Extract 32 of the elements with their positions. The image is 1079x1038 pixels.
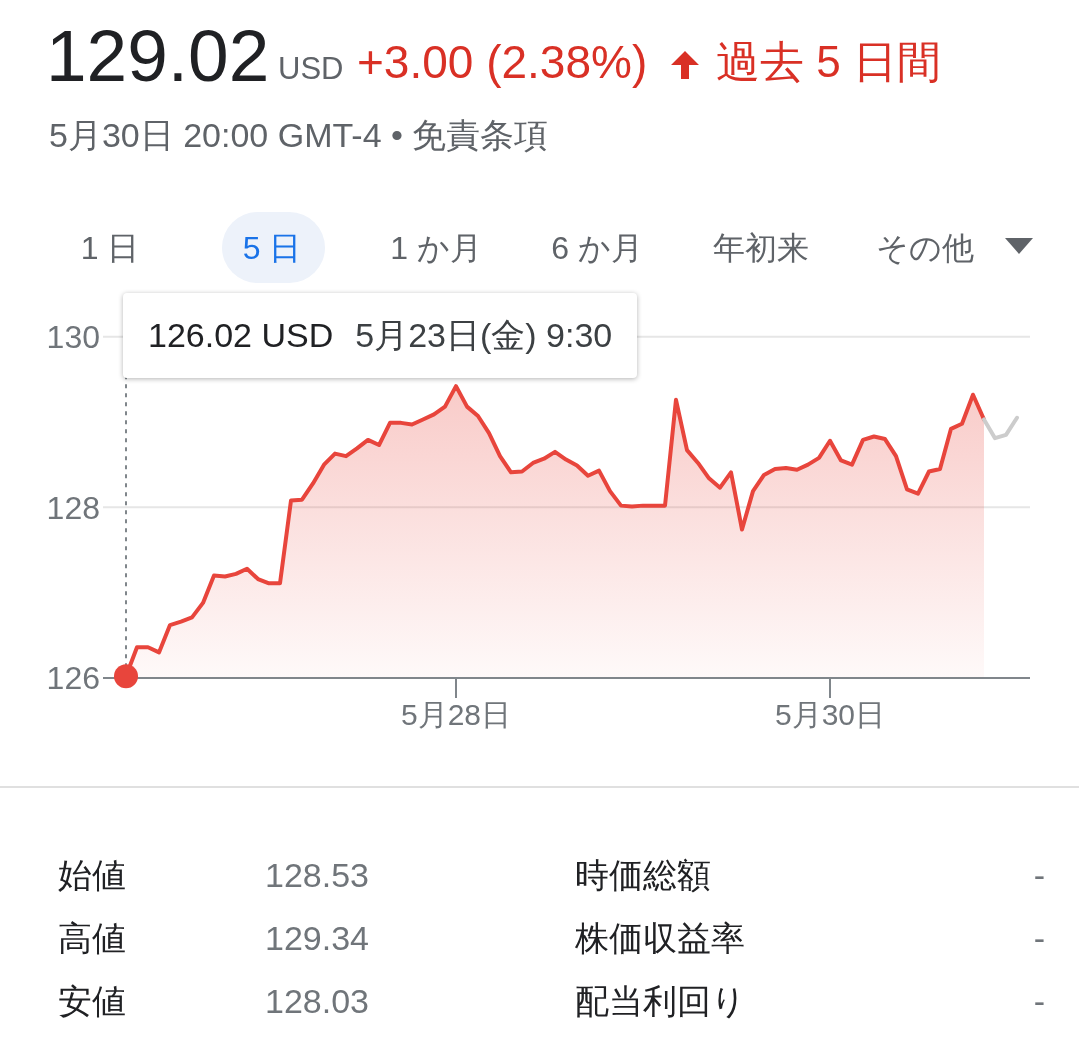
tooltip-box: 126.02 USD 5月23日(金) 9:30 (123, 293, 638, 378)
annotation: 126.02 USD (148, 316, 334, 355)
text: 年初来 (713, 230, 809, 266)
text: 高値 (58, 919, 126, 957)
text: - (1033, 919, 1045, 957)
text: 6 か月 (551, 230, 643, 266)
text: 過去 5 日間 (716, 37, 941, 86)
text: 5 日 (242, 230, 302, 266)
text: - (1033, 982, 1045, 1020)
text: 時価総額 (575, 856, 711, 894)
text: その他 (876, 230, 974, 266)
text: 1 か月 (390, 230, 482, 266)
text: 128.03 (265, 982, 369, 1020)
chart-title: 129.02 (46, 14, 270, 96)
x-tick-label: 5月28日 (400, 698, 512, 732)
annotation: 5月23日(金) 9:30 (355, 314, 613, 356)
text: - (1033, 856, 1045, 894)
text: 株価収益率 (575, 919, 745, 957)
text: 始値 (58, 856, 126, 894)
chart-subtitle: 5月30日 20:00 GMT-4 • 免責条項 (49, 116, 549, 154)
y-tick-label: 128 (46, 489, 100, 526)
y-tick-label: 130 (46, 319, 100, 356)
text: 128.53 (265, 856, 369, 894)
line-series (982, 415, 1019, 441)
text: 安値 (58, 982, 126, 1020)
x-tick-label: 5月30日 (774, 698, 886, 732)
text: +3.00 (2.38%) (357, 36, 648, 88)
text: 配当利回り (575, 982, 746, 1020)
text: 1 日 (80, 230, 140, 266)
text: USD (278, 50, 344, 86)
y-tick-label: 126 (46, 660, 100, 697)
text: 129.34 (265, 919, 369, 957)
